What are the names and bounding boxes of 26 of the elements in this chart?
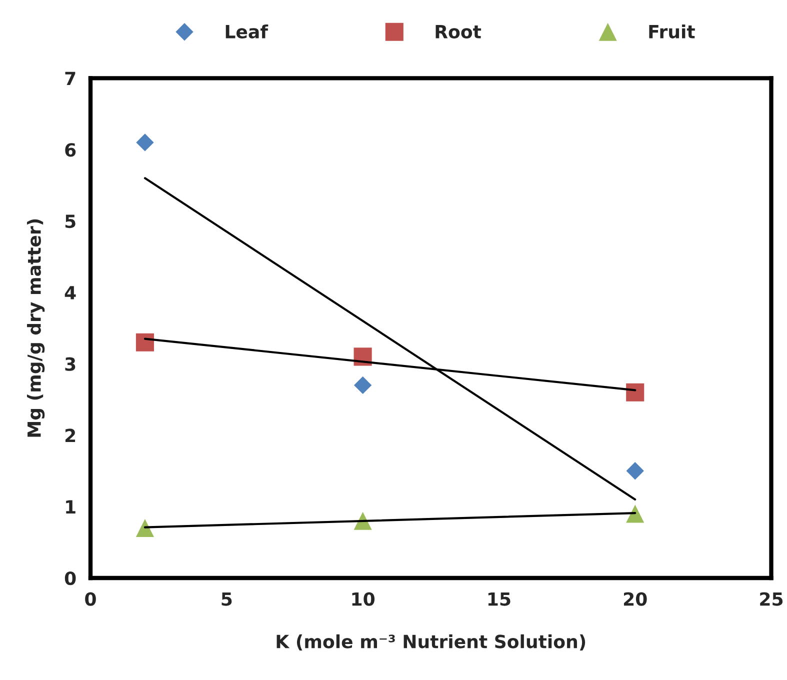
y-tick-label: 3: [65, 357, 76, 371]
y-tick-label: 2: [65, 428, 76, 442]
y-tick-label: 7: [65, 72, 76, 86]
legend-label: Fruit: [649, 24, 695, 38]
x-tick-label: 20: [624, 592, 647, 606]
point: [626, 462, 644, 480]
x-axis-title: K (mole m⁻³ Nutrient Solution): [276, 634, 586, 650]
point: [136, 134, 154, 152]
point: [136, 518, 154, 538]
x-tick-label: 0: [85, 592, 96, 606]
legend-label: Root: [436, 25, 482, 38]
y-tick-label: 6: [65, 143, 76, 157]
y-tick-label: 0: [64, 571, 76, 586]
point: [136, 333, 154, 352]
x-tick-label: 25: [760, 592, 783, 606]
y-axis-title: Mg (mg/g dry matter): [26, 219, 45, 437]
point: [354, 376, 372, 394]
y-tick-label: 4: [64, 286, 76, 300]
x-tick-label: 10: [352, 592, 375, 606]
point: [626, 504, 644, 523]
y-tick-label: 1: [66, 500, 76, 514]
y-tick-label: 5: [65, 214, 76, 228]
point: [626, 383, 644, 402]
x-tick-label: 15: [488, 592, 510, 606]
legend-label: Leaf: [226, 24, 268, 38]
x-tick-label: 5: [222, 592, 232, 606]
